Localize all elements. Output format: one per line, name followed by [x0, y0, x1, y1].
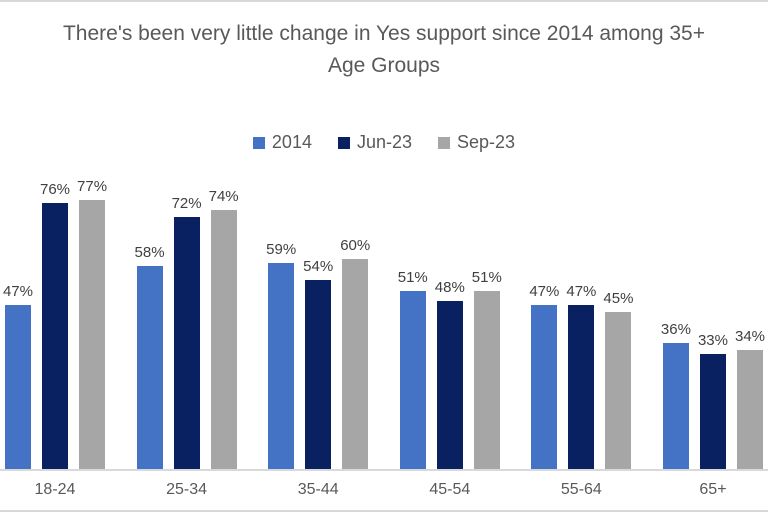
bar[interactable]	[568, 304, 595, 469]
bar[interactable]	[605, 311, 632, 469]
category-label: 35-44	[297, 481, 339, 498]
bar-value-label: 34%	[734, 328, 766, 345]
bar-value-label: 48%	[434, 279, 465, 296]
legend-swatch-icon	[337, 136, 350, 149]
bar-value-label: 47%	[2, 282, 33, 300]
bar-column: 48%	[435, 279, 465, 469]
bar[interactable]	[210, 210, 237, 469]
bars-row: 59% 54% 60%	[266, 169, 370, 469]
bar[interactable]	[268, 262, 295, 469]
bar-column: 51%	[397, 268, 428, 469]
bar-column: 47%	[529, 282, 560, 469]
bar-column: 76%	[40, 181, 70, 469]
bar-value-label: 54%	[303, 258, 334, 275]
bar-value-label: 36%	[660, 321, 691, 338]
bar[interactable]	[79, 199, 106, 469]
bar-column: 77%	[77, 177, 108, 469]
bar[interactable]	[531, 304, 558, 469]
legend-label: Jun-23	[356, 132, 413, 152]
bar-group: 47% 76% 77% 18-24	[3, 169, 107, 499]
bar[interactable]	[42, 203, 68, 469]
plot-area: 47% 76% 77% 18-24 58% 72% 74% 25-34 59% …	[0, 169, 768, 499]
legend-item[interactable]: 2014	[252, 132, 312, 153]
bars-row: 51% 48% 51%	[398, 169, 502, 469]
bars-row: 47% 47% 45%	[529, 169, 633, 469]
bar-group: 36% 33% 34% 65+	[661, 169, 765, 499]
x-axis-line	[0, 469, 768, 471]
bar-column: 45%	[603, 289, 634, 469]
legend-item[interactable]: Sep-23	[438, 132, 515, 153]
bar-column: 58%	[135, 244, 165, 469]
bar-column: 36%	[661, 321, 691, 469]
bar-value-label: 77%	[77, 177, 108, 195]
bar[interactable]	[662, 343, 689, 469]
bar-value-label: 33%	[697, 331, 728, 349]
bar-value-label: 45%	[603, 289, 634, 307]
bars-row: 47% 76% 77%	[3, 169, 107, 469]
bar-column: 33%	[697, 331, 728, 469]
legend-swatch-icon	[252, 136, 265, 149]
bar[interactable]	[436, 301, 463, 469]
bar-group: 51% 48% 51% 45-54	[398, 169, 502, 499]
legend: 2014 Jun-23 Sep-23	[0, 132, 768, 153]
legend-item[interactable]: Jun-23	[337, 132, 413, 153]
bar[interactable]	[136, 266, 163, 469]
bar-value-label: 58%	[134, 244, 165, 261]
bar[interactable]	[173, 217, 200, 469]
bar[interactable]	[4, 304, 31, 469]
bar-group: 58% 72% 74% 25-34	[135, 169, 239, 499]
bar[interactable]	[473, 290, 500, 469]
bar-column: 72%	[172, 195, 202, 469]
bars-row: 36% 33% 34%	[661, 169, 765, 469]
bar-value-label: 59%	[266, 240, 297, 258]
category-label: 18-24	[34, 481, 76, 498]
category-label: 45-54	[429, 481, 471, 498]
bar[interactable]	[699, 353, 726, 469]
bar[interactable]	[399, 290, 426, 469]
bar[interactable]	[305, 280, 332, 469]
chart-title: There's been very little change in Yes s…	[62, 22, 706, 77]
category-label: 25-34	[166, 481, 208, 498]
bar-groups-row: 47% 76% 77% 18-24 58% 72% 74% 25-34 59% …	[0, 169, 768, 499]
bar-value-label: 74%	[208, 188, 239, 205]
category-label: 55-64	[560, 481, 602, 498]
bar-column: 51%	[471, 268, 502, 469]
bar-column: 47%	[2, 282, 33, 469]
bar-column: 54%	[303, 258, 333, 469]
bar-column: 47%	[566, 282, 597, 469]
bar-column: 34%	[735, 328, 765, 469]
legend-label: Sep-23	[457, 132, 516, 152]
bar-column: 60%	[340, 237, 370, 469]
bar[interactable]	[342, 259, 369, 469]
bar-value-label: 51%	[471, 268, 502, 286]
bar-value-label: 72%	[171, 195, 202, 212]
bar-value-label: 47%	[529, 282, 560, 300]
bar-value-label: 60%	[340, 237, 371, 254]
category-label: 65+	[699, 481, 727, 498]
bar-value-label: 51%	[397, 268, 428, 286]
bar-value-label: 76%	[39, 181, 71, 198]
bar-value-label: 47%	[566, 282, 597, 300]
legend-swatch-icon	[438, 136, 451, 149]
bar-group: 59% 54% 60% 35-44	[266, 169, 370, 499]
bars-row: 58% 72% 74%	[135, 169, 239, 469]
legend-label: 2014	[271, 132, 312, 152]
bar[interactable]	[737, 350, 763, 469]
bar-column: 59%	[266, 240, 297, 469]
bar-group: 47% 47% 45% 55-64	[529, 169, 633, 499]
bar-column: 74%	[209, 188, 239, 469]
